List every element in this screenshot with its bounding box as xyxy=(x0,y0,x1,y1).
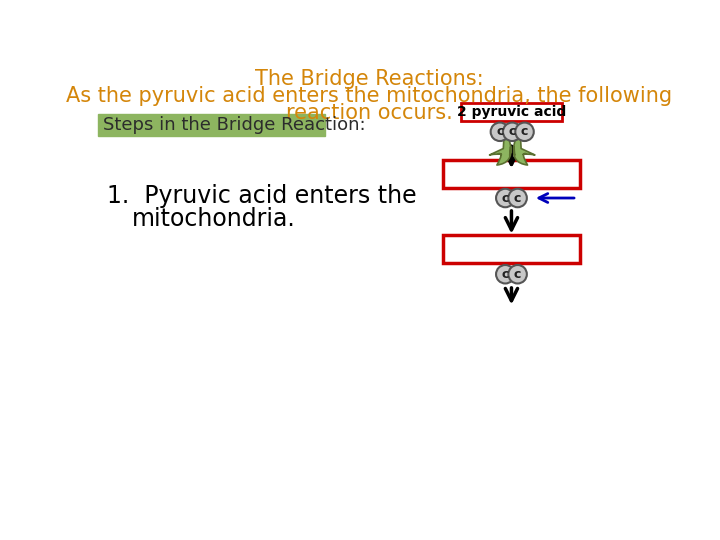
Circle shape xyxy=(508,189,527,207)
Text: c: c xyxy=(521,125,528,138)
Text: c: c xyxy=(496,125,503,138)
Text: mitochondria.: mitochondria. xyxy=(132,207,296,231)
Text: c: c xyxy=(502,192,509,205)
Circle shape xyxy=(496,265,515,284)
Text: 1.  Pyruvic acid enters the: 1. Pyruvic acid enters the xyxy=(107,184,417,208)
Circle shape xyxy=(490,123,509,141)
Text: The Bridge Reactions:: The Bridge Reactions: xyxy=(255,69,483,89)
FancyBboxPatch shape xyxy=(462,103,562,121)
FancyArrowPatch shape xyxy=(513,131,535,165)
Text: c: c xyxy=(502,268,509,281)
FancyArrowPatch shape xyxy=(490,131,511,165)
FancyBboxPatch shape xyxy=(443,235,580,262)
Circle shape xyxy=(516,123,534,141)
FancyBboxPatch shape xyxy=(98,114,325,136)
Circle shape xyxy=(503,123,521,141)
FancyBboxPatch shape xyxy=(443,160,580,188)
Text: c: c xyxy=(508,125,516,138)
Circle shape xyxy=(496,189,515,207)
Text: c: c xyxy=(514,268,521,281)
Text: Steps in the Bridge Reaction:: Steps in the Bridge Reaction: xyxy=(102,116,365,134)
Text: 2 pyruvic acid: 2 pyruvic acid xyxy=(456,105,566,119)
Text: c: c xyxy=(514,192,521,205)
Text: reaction occurs.: reaction occurs. xyxy=(286,103,452,123)
Text: As the pyruvic acid enters the mitochondria, the following: As the pyruvic acid enters the mitochond… xyxy=(66,85,672,106)
Circle shape xyxy=(508,265,527,284)
